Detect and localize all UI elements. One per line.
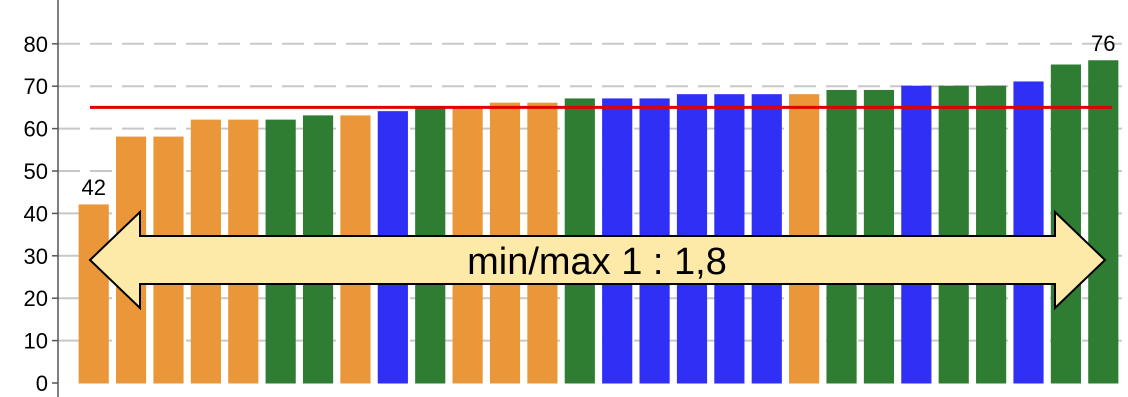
double-arrow-shape [88, 209, 1107, 311]
bar [1088, 60, 1119, 384]
bar [976, 85, 1007, 384]
data-label: 76 [1091, 31, 1115, 56]
y-tick-label: 50 [24, 159, 48, 184]
y-tick-label: 0 [36, 371, 48, 396]
bars [78, 60, 1119, 384]
y-tick-label: 10 [24, 329, 48, 354]
min-max-arrow: min/max 1 : 1,8 [88, 209, 1107, 311]
y-tick-label: 20 [24, 286, 48, 311]
data-labels: 42 76 [81, 31, 1115, 200]
min-max-ratio-label: min/max 1 : 1,8 [467, 241, 727, 283]
y-tick-label: 80 [24, 32, 48, 57]
y-tick-label: 70 [24, 74, 48, 99]
bar [78, 204, 109, 384]
data-label: 42 [81, 175, 105, 200]
bar [938, 85, 969, 384]
bar [1013, 81, 1044, 384]
y-tick-label: 60 [24, 117, 48, 142]
y-axis: 0 10 20 30 40 50 60 70 80 [24, 0, 59, 397]
y-tick-label: 30 [24, 244, 48, 269]
bar [901, 85, 932, 384]
y-tick-label: 40 [24, 201, 48, 226]
